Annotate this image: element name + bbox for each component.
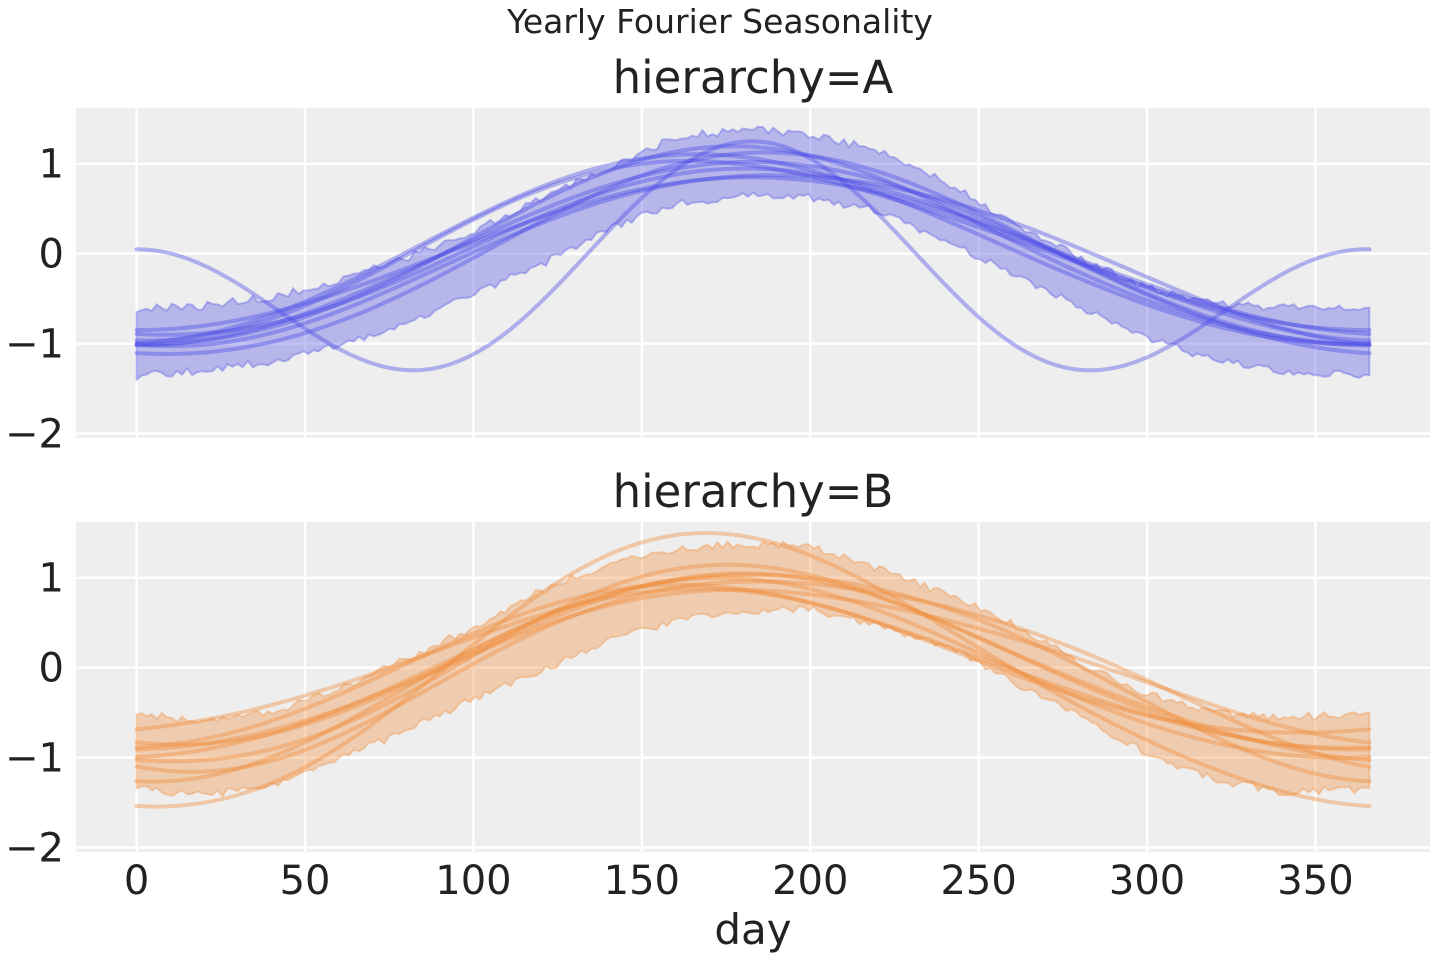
- series-line-7: [134, 586, 1372, 735]
- y-tick-label: −2: [5, 826, 64, 872]
- hdi-band: [135, 125, 1371, 382]
- series-group: [134, 125, 1372, 382]
- y-tick-label: 0: [39, 646, 64, 692]
- y-tick-label: 1: [39, 556, 64, 602]
- series-line-2: [134, 144, 1372, 347]
- series-line-6: [134, 572, 1372, 784]
- series-line-9: [134, 579, 1372, 774]
- panel-hierarchy-a: −2 −1 0 1 hierarchy=A: [5, 51, 1430, 458]
- series-line-1: [134, 571, 1372, 752]
- series-line-8: [134, 530, 1372, 809]
- plot-area: −2 −1 0 1: [5, 108, 1430, 458]
- y-tick-label: −1: [5, 322, 64, 368]
- series-line-9: [134, 139, 1372, 373]
- series-line-6: [134, 175, 1372, 333]
- x-tick-label: 200: [772, 858, 848, 904]
- x-axis-label: day: [714, 905, 791, 954]
- series-line-3: [134, 587, 1372, 747]
- series-line-2: [134, 562, 1372, 764]
- series-line-1: [134, 160, 1372, 348]
- hdi-band: [135, 540, 1371, 798]
- y-tick-label: 1: [39, 142, 64, 188]
- x-tick-label: 250: [940, 858, 1016, 904]
- x-tick-label: 100: [435, 858, 511, 904]
- series-line-5: [134, 150, 1372, 357]
- x-tick-label: 350: [1277, 858, 1353, 904]
- panel-title: hierarchy=B: [613, 465, 894, 518]
- series-line-3: [134, 166, 1372, 337]
- plot-area: −2 −1 0 1 0 50 100 150 200 250 300 350: [5, 522, 1430, 904]
- y-tick-label: −2: [5, 412, 64, 458]
- x-tick-label: 0: [124, 858, 149, 904]
- series-line-4: [134, 575, 1372, 760]
- x-tick-label: 150: [604, 858, 680, 904]
- figure-suptitle: Yearly Fourier Seasonality: [506, 2, 933, 41]
- y-tick-label: −1: [5, 736, 64, 782]
- series-line-5: [134, 582, 1372, 750]
- series-line-4: [134, 158, 1372, 343]
- panel-title: hierarchy=A: [613, 51, 894, 104]
- series-group: [134, 530, 1372, 809]
- x-tick-label: 300: [1109, 858, 1185, 904]
- series-line-7: [134, 152, 1372, 346]
- series-line-8: [134, 173, 1372, 348]
- y-tick-label: 0: [39, 232, 64, 278]
- x-tick-label: 50: [280, 858, 331, 904]
